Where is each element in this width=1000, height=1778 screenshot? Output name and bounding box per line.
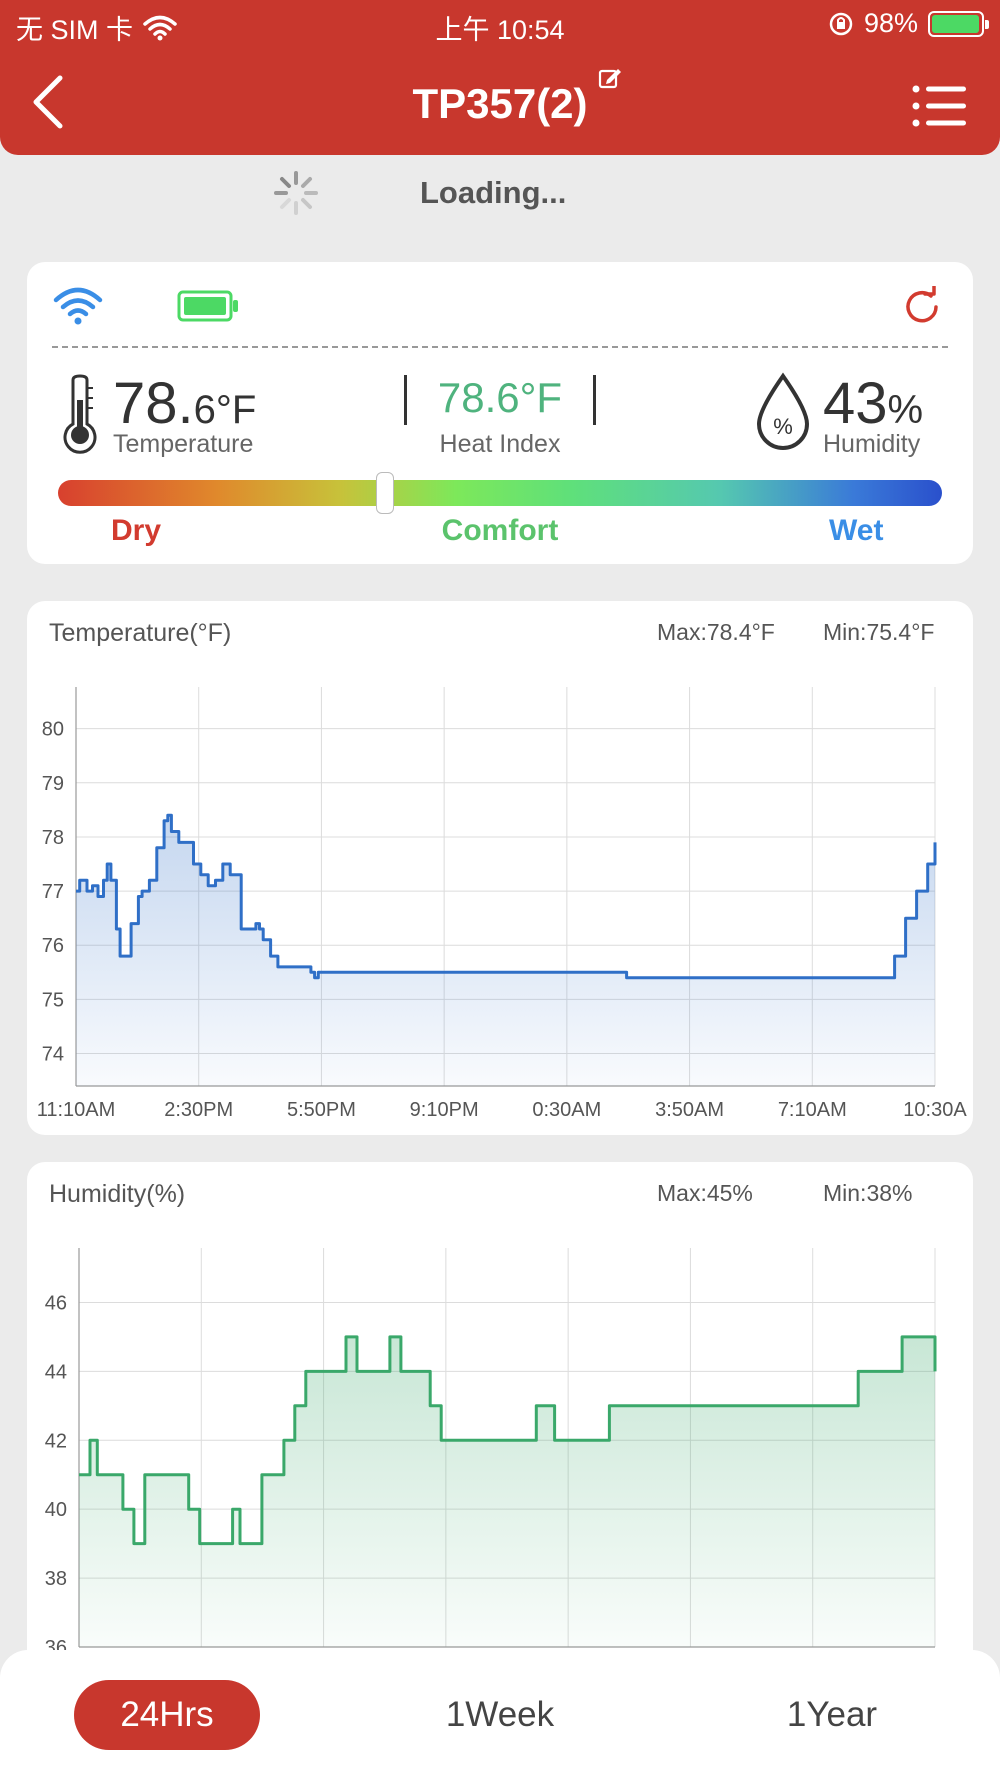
series-line bbox=[76, 813, 937, 980]
series-area bbox=[79, 1336, 935, 1647]
chart-max: Max:45% bbox=[657, 1180, 753, 1206]
comfort-gradient-bar bbox=[58, 480, 942, 506]
y-tick-label: 75 bbox=[42, 989, 64, 1011]
battery-percent: 98% bbox=[863, 8, 918, 38]
y-tick-label: 74 bbox=[42, 1044, 64, 1066]
temperature-decimal: 6 bbox=[193, 388, 216, 432]
chart-min: Min:75.4°F bbox=[823, 619, 935, 645]
y-tick-label: 42 bbox=[45, 1430, 67, 1452]
spinner-icon bbox=[274, 171, 318, 215]
heat-index-label: Heat Index bbox=[439, 430, 561, 458]
status-bar: 无 SIM 卡 上午 10:54 98% bbox=[0, 0, 1000, 50]
y-tick-label: 38 bbox=[45, 1568, 67, 1590]
humidity-drop-icon: % bbox=[756, 372, 810, 450]
temperature-chart: 80 79 78 77 76 75 74 11:10AM 2:30PM 5:50PM 9:10PM 0… bbox=[37, 687, 967, 1121]
x-tick-label: 9:10PM bbox=[410, 1099, 479, 1121]
separator-right bbox=[593, 375, 596, 425]
level-wet: Wet bbox=[829, 514, 884, 547]
temperature-chart-card: Temperature(°F) Max:78.4°F Min:75.4°F 80… bbox=[27, 601, 973, 1135]
humidity-value: 43% bbox=[823, 370, 923, 437]
x-tick-label: 11:10AM bbox=[37, 1099, 116, 1121]
tab-1week[interactable]: 1Week bbox=[445, 1695, 555, 1734]
edit-name-icon[interactable] bbox=[598, 66, 622, 90]
humidity-unit: % bbox=[887, 388, 924, 432]
chart-min: Min:38% bbox=[823, 1180, 913, 1206]
humidity-number: 43 bbox=[823, 371, 888, 436]
series-area bbox=[76, 815, 935, 1086]
rotation-lock-icon bbox=[829, 12, 853, 35]
refresh-icon[interactable] bbox=[901, 286, 943, 328]
carrier-text: 无 SIM 卡 bbox=[16, 15, 134, 45]
series-line bbox=[79, 1335, 937, 1546]
humidity-label: Humidity bbox=[823, 430, 921, 458]
heat-index-value: 78.6°F bbox=[437, 374, 563, 421]
current-reading-card: 78.6°F Temperature 78.6°F Heat Index % 4… bbox=[27, 262, 973, 564]
y-tick-label: 40 bbox=[45, 1499, 67, 1521]
back-button[interactable] bbox=[26, 72, 76, 132]
y-tick-label: 80 bbox=[42, 719, 64, 741]
chart-title: Temperature(°F) bbox=[49, 619, 232, 647]
loading-text: Loading... bbox=[420, 175, 567, 210]
x-tick-label: 2:30PM bbox=[164, 1099, 233, 1121]
y-tick-label: 46 bbox=[45, 1292, 67, 1314]
chart-max: Max:78.4°F bbox=[657, 619, 775, 645]
wifi-icon bbox=[53, 287, 103, 325]
thermometer-icon bbox=[63, 374, 97, 454]
divider bbox=[52, 346, 948, 348]
temperature-value: 78.6°F bbox=[113, 370, 256, 437]
app-header: 无 SIM 卡 上午 10:54 98% TP357(2) bbox=[0, 0, 1000, 155]
x-tick-label: 7:10AM bbox=[778, 1099, 847, 1121]
wifi-status-icon bbox=[143, 15, 177, 40]
tab-24hrs[interactable]: 24Hrs bbox=[74, 1680, 260, 1750]
temperature-integer: 78. bbox=[113, 371, 194, 436]
temperature-label: Temperature bbox=[113, 430, 254, 458]
range-tab-bar: 24Hrs 1Week 1Year bbox=[0, 1650, 1000, 1778]
comfort-indicator bbox=[376, 472, 395, 514]
x-tick-label: 5:50PM bbox=[287, 1099, 356, 1121]
loading-indicator: Loading... bbox=[0, 165, 1000, 215]
device-battery-icon bbox=[177, 290, 238, 322]
y-tick-label: 79 bbox=[42, 773, 64, 795]
y-tick-label: 77 bbox=[42, 881, 64, 903]
svg-text:%: % bbox=[773, 414, 793, 439]
temperature-unit: °F bbox=[215, 388, 257, 432]
carrier-status: 无 SIM 卡 bbox=[16, 8, 177, 47]
clock-text: 上午 10:54 bbox=[435, 15, 565, 45]
battery-level-icon bbox=[928, 10, 989, 37]
level-comfort: Comfort bbox=[441, 514, 559, 547]
x-tick-label: 10:30A bbox=[903, 1099, 967, 1121]
battery-status: 98% bbox=[828, 8, 989, 39]
y-tick-label: 44 bbox=[45, 1361, 67, 1383]
level-dry: Dry bbox=[111, 514, 162, 547]
x-tick-label: 0:30AM bbox=[532, 1099, 601, 1121]
menu-button[interactable] bbox=[912, 84, 966, 128]
x-tick-label: 3:50AM bbox=[655, 1099, 724, 1121]
tab-1year[interactable]: 1Year bbox=[786, 1695, 878, 1734]
y-tick-label: 78 bbox=[42, 827, 64, 849]
device-title: TP357(2) bbox=[412, 80, 588, 127]
y-tick-label: 76 bbox=[42, 935, 64, 957]
chart-title: Humidity(%) bbox=[49, 1180, 186, 1208]
separator-left bbox=[404, 375, 407, 425]
